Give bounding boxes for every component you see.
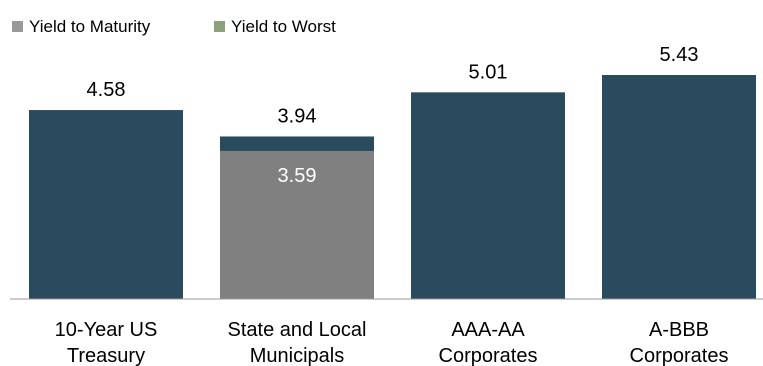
category-label-0-line-0: 10-Year US — [55, 319, 158, 341]
legend-label-1: Yield to Worst — [231, 17, 336, 36]
legend-swatch-1 — [214, 21, 225, 32]
bar-0 — [29, 110, 183, 299]
value-label-1: 3.94 — [278, 105, 317, 127]
category-label-2-line-1: Corporates — [439, 345, 538, 366]
bars — [29, 75, 756, 300]
category-labels: 10-Year US Treasury State and Local Municip… — [55, 319, 729, 366]
value-label-2: 5.01 — [469, 61, 508, 83]
category-label-1-line-0: State and Local — [228, 319, 367, 341]
category-label-1-line-1: Municipals — [250, 345, 344, 366]
value-labels: 4.58 3.94 3.59 5.01 5.43 — [87, 44, 699, 187]
bar-2 — [411, 92, 565, 300]
category-label-2-line-0: AAA-AA — [451, 319, 525, 341]
inner-bar-1 — [220, 150, 374, 299]
legend-swatch-0 — [12, 21, 23, 32]
bar-3 — [602, 75, 756, 299]
category-label-0-line-1: Treasury — [67, 345, 145, 366]
legend: Yield to Maturity Yield to Worst — [12, 17, 336, 36]
inner-value-label-1: 3.59 — [278, 165, 317, 187]
legend-label-0: Yield to Maturity — [29, 17, 151, 36]
value-label-0: 4.58 — [87, 79, 126, 101]
value-label-3: 5.43 — [660, 44, 699, 66]
category-label-3-line-0: A-BBB — [649, 319, 709, 341]
category-label-3-line-1: Corporates — [630, 345, 729, 366]
